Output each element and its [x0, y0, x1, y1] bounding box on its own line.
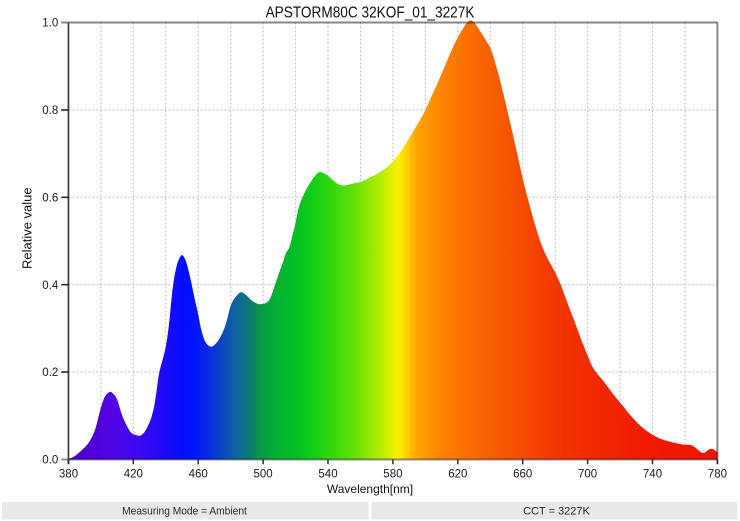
svg-text:660: 660 [513, 469, 532, 481]
svg-text:460: 460 [189, 469, 208, 481]
svg-text:620: 620 [448, 469, 467, 481]
svg-text:CCT = 3227K: CCT = 3227K [523, 506, 590, 518]
svg-text:500: 500 [254, 469, 273, 481]
svg-text:Wavelength[nm]: Wavelength[nm] [327, 482, 413, 496]
svg-text:0.4: 0.4 [42, 280, 59, 292]
svg-text:0.0: 0.0 [42, 455, 58, 467]
svg-text:0.8: 0.8 [42, 105, 58, 117]
svg-text:Measuring Mode = Ambient: Measuring Mode = Ambient [122, 505, 247, 517]
svg-text:700: 700 [578, 469, 597, 481]
svg-text:780: 780 [708, 469, 727, 481]
svg-text:0.6: 0.6 [42, 192, 58, 204]
svg-text:540: 540 [318, 469, 337, 481]
svg-text:Relative value: Relative value [20, 187, 35, 269]
svg-text:APSTORM80C 32KOF_01_3227K: APSTORM80C 32KOF_01_3227K [266, 4, 475, 21]
svg-text:420: 420 [124, 469, 143, 481]
svg-text:740: 740 [643, 469, 662, 481]
svg-text:380: 380 [59, 469, 78, 481]
svg-text:1.0: 1.0 [42, 18, 58, 30]
svg-text:580: 580 [383, 469, 402, 481]
svg-text:0.2: 0.2 [42, 367, 58, 379]
